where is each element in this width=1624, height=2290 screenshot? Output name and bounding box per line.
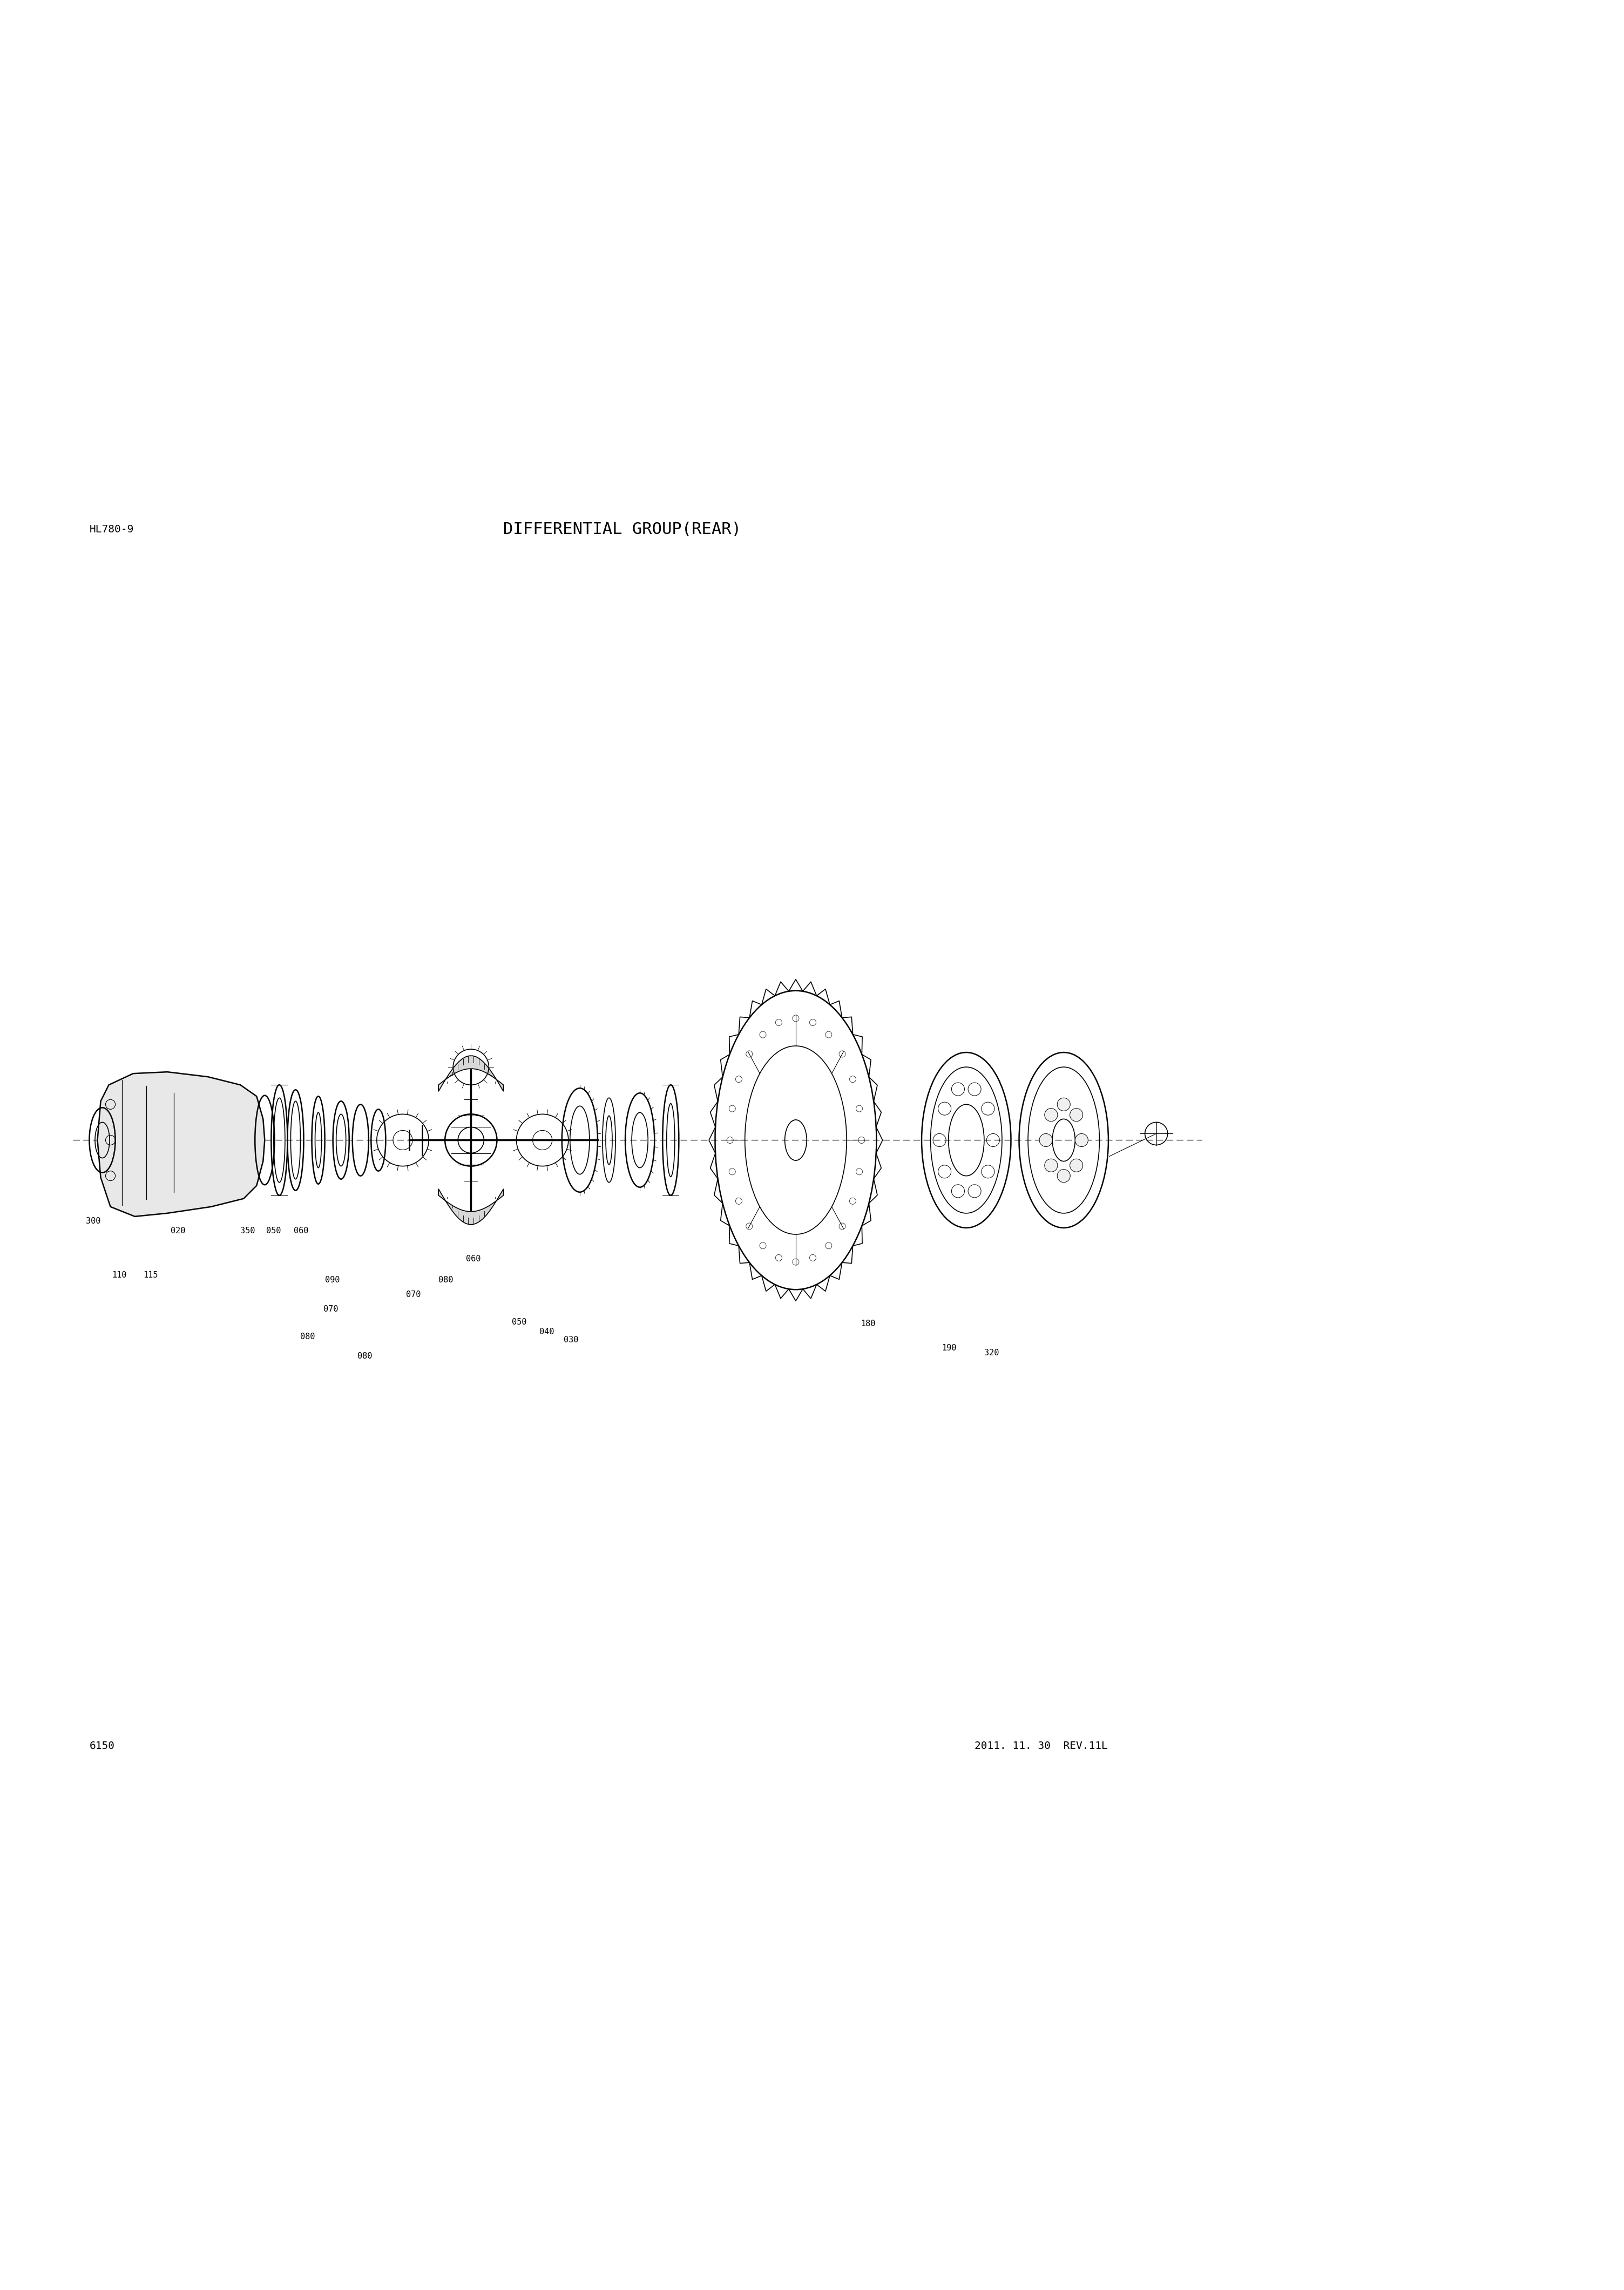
Text: 6150: 6150 [89,1740,115,1752]
Text: 080: 080 [438,1276,453,1285]
Text: 110: 110 [112,1271,127,1280]
Circle shape [1057,1097,1070,1111]
Text: 080: 080 [357,1351,372,1360]
Text: 030: 030 [564,1335,578,1344]
Text: DIFFERENTIAL GROUP(REAR): DIFFERENTIAL GROUP(REAR) [503,522,742,538]
Text: 050: 050 [266,1227,281,1234]
Circle shape [1044,1108,1057,1122]
Text: 190: 190 [942,1344,957,1351]
Circle shape [1070,1159,1083,1172]
Text: 180: 180 [861,1319,875,1328]
Text: 070: 070 [406,1289,421,1298]
Circle shape [1075,1134,1088,1147]
Circle shape [1057,1170,1070,1182]
Text: 070: 070 [323,1305,338,1312]
Polygon shape [438,1056,503,1092]
Polygon shape [438,1189,503,1225]
Text: 320: 320 [984,1349,999,1358]
Text: 115: 115 [143,1271,158,1280]
Text: 040: 040 [539,1328,554,1335]
Text: 060: 060 [294,1227,309,1234]
Circle shape [1039,1134,1052,1147]
Text: 090: 090 [325,1276,339,1285]
Text: 060: 060 [466,1255,481,1262]
Circle shape [1070,1108,1083,1122]
Circle shape [1044,1159,1057,1172]
Text: 350: 350 [240,1227,255,1234]
Text: 050: 050 [512,1319,526,1326]
Text: 080: 080 [300,1333,315,1340]
Text: 020: 020 [171,1227,185,1234]
Polygon shape [97,1072,265,1216]
Text: 300: 300 [86,1218,101,1225]
Text: 2011. 11. 30  REV.11L: 2011. 11. 30 REV.11L [974,1740,1108,1752]
Text: HL780-9: HL780-9 [89,524,133,534]
